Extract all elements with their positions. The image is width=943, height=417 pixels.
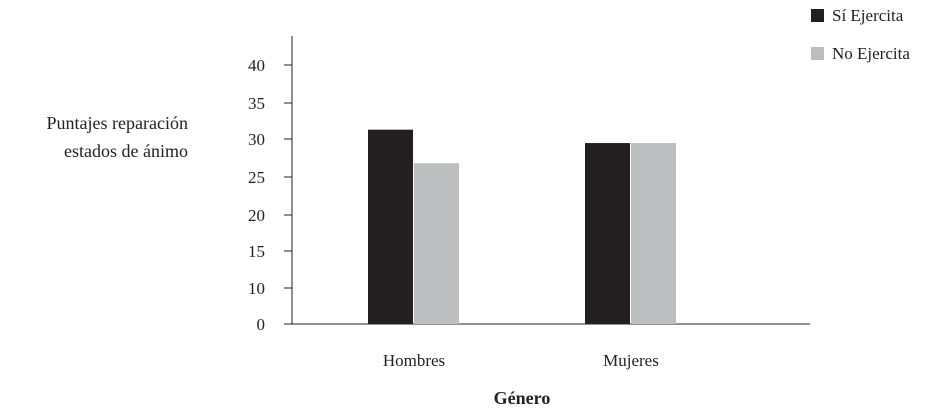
y-tick-label-10: 10 bbox=[248, 279, 265, 298]
legend-label-si-ejercita: Sí Ejercita bbox=[832, 6, 904, 25]
category-labels: Hombres Mujeres bbox=[383, 351, 659, 370]
y-tick-label-15: 15 bbox=[248, 242, 265, 261]
y-tick-label-30: 30 bbox=[248, 130, 265, 149]
x-category-label-hombres: Hombres bbox=[383, 351, 445, 370]
y-tick-label-0: 0 bbox=[257, 315, 266, 334]
x-category-label-mujeres: Mujeres bbox=[603, 351, 659, 370]
bar-hombres-no-ejercita bbox=[414, 163, 459, 324]
legend-swatch-no-ejercita bbox=[811, 47, 824, 60]
bars bbox=[368, 129, 676, 324]
bar-hombres-si-ejercita bbox=[368, 129, 413, 324]
y-axis-title-line-2: estados de ánimo bbox=[64, 141, 188, 161]
y-tick-label-20: 20 bbox=[248, 206, 265, 225]
legend-label-no-ejercita: No Ejercita bbox=[832, 44, 910, 63]
bar-mujeres-no-ejercita bbox=[631, 143, 676, 324]
y-tick-label-35: 35 bbox=[248, 94, 265, 113]
y-axis-title-line-1: Puntajes reparación bbox=[47, 113, 188, 133]
bar-mujeres-si-ejercita bbox=[585, 143, 630, 324]
y-tick-label-40: 40 bbox=[248, 56, 265, 75]
y-ticks: 0 10 15 20 25 30 35 40 bbox=[248, 56, 292, 334]
x-axis-title: Género bbox=[494, 388, 551, 408]
legend: Sí Ejercita No Ejercita bbox=[811, 6, 910, 63]
y-tick-label-25: 25 bbox=[248, 168, 265, 187]
legend-swatch-si-ejercita bbox=[811, 9, 824, 22]
